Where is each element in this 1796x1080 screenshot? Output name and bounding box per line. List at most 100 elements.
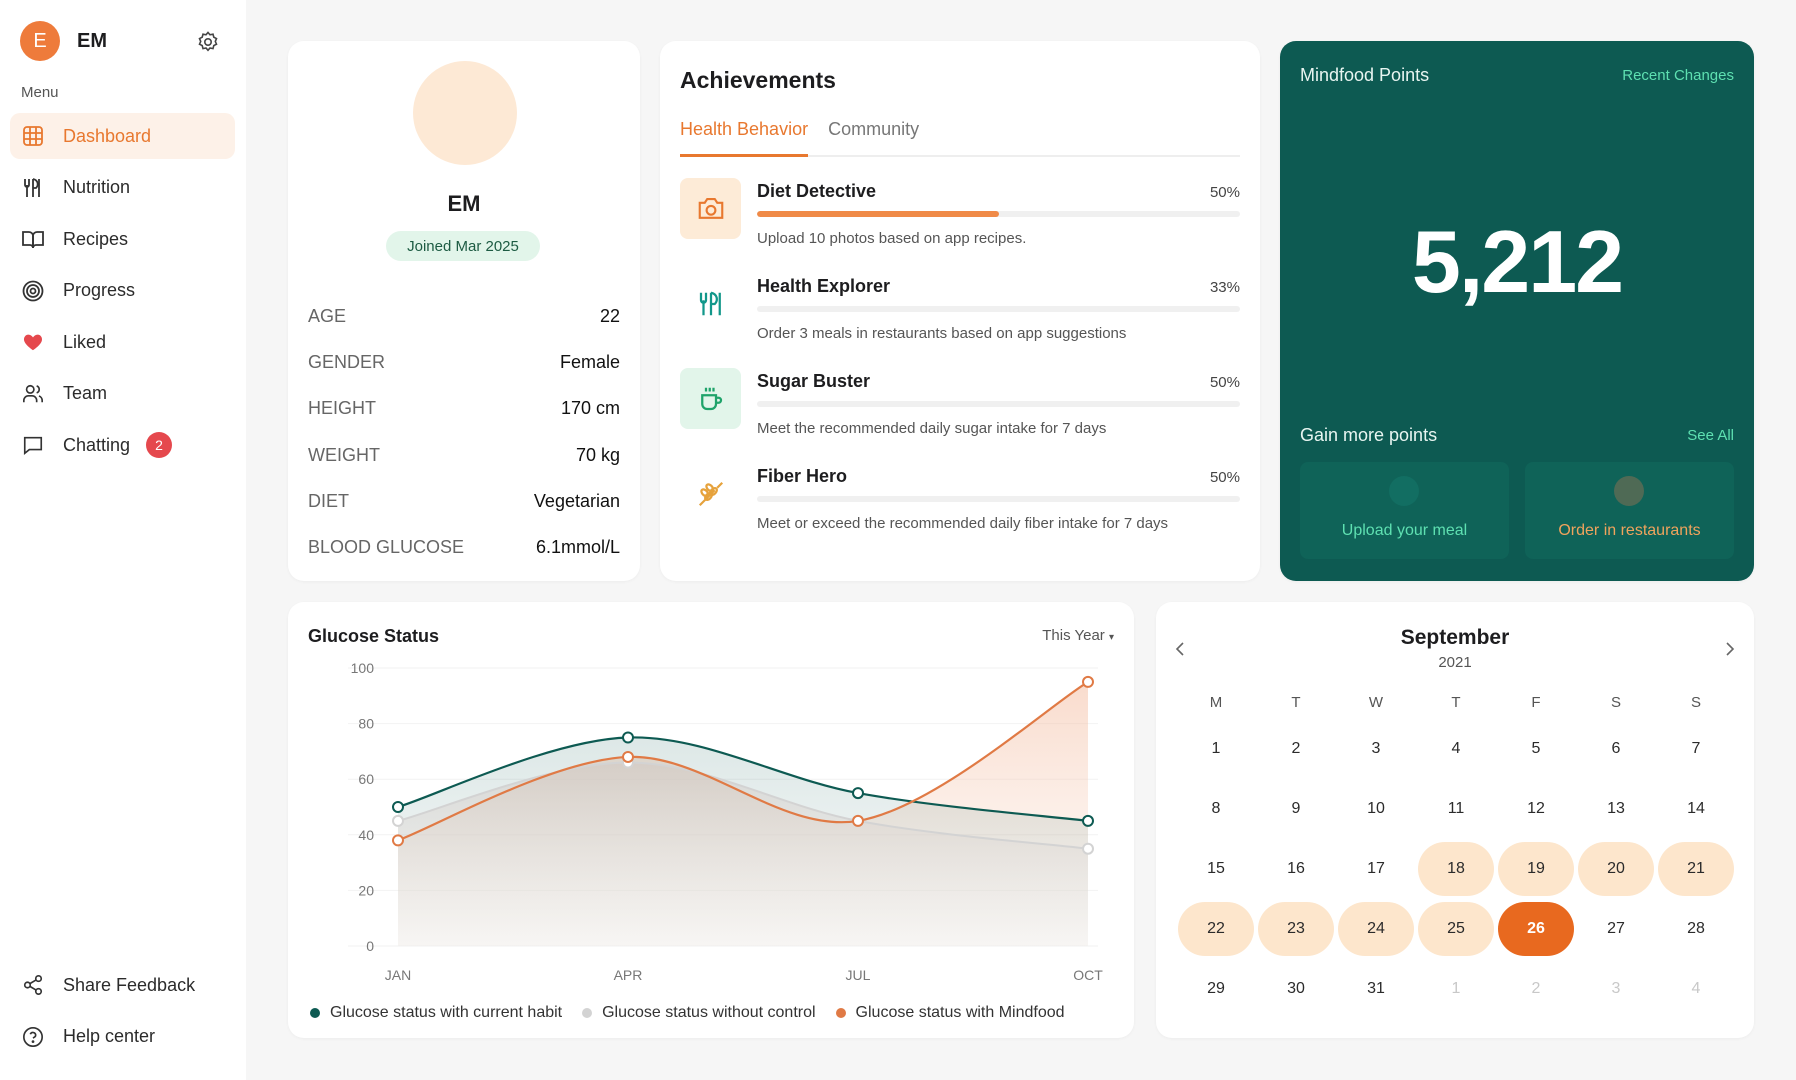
calendar-day[interactable]: 6 [1611,740,1621,757]
achievement-list: Diet Detective 50% Upload 10 photos base… [680,178,1240,558]
sidebar-item-nutrition[interactable]: Nutrition [10,165,235,211]
series-line [397,761,1089,850]
calendar-day[interactable]: 4 [1691,980,1701,997]
chevron-left-icon[interactable] [1172,640,1190,658]
calendar-day[interactable]: 16 [1287,860,1305,877]
calendar-day[interactable]: 13 [1607,800,1625,817]
calendar-day[interactable]: 3 [1611,980,1621,997]
gear-icon[interactable] [196,30,220,54]
calendar-day[interactable]: 24 [1338,902,1414,956]
data-point [622,731,634,744]
calendar-day[interactable]: 2 [1531,980,1541,997]
calendar-day[interactable]: 23 [1258,902,1334,956]
help-center-link[interactable]: Help center [10,1014,235,1060]
share-feedback-label: Share Feedback [63,974,196,995]
calendar-day[interactable]: 20 [1578,842,1654,896]
period-dropdown[interactable]: This Year ▾ [1042,627,1114,644]
calendar-day[interactable]: 1 [1451,980,1461,997]
calendar-day[interactable]: 10 [1367,800,1385,817]
achievement-percent: 50% [1209,374,1240,391]
calendar-day[interactable]: 3 [1371,740,1381,757]
calendar-day[interactable]: 17 [1367,860,1385,877]
legend-item: Glucose status without control [582,1004,816,1022]
data-point [1082,675,1094,688]
unread-badge: 2 [146,432,173,458]
user-name: EM [77,29,107,52]
upload-meal-button[interactable]: Upload your meal [1300,462,1509,559]
avatar[interactable]: E [20,21,60,61]
calendar-day[interactable]: 18 [1418,842,1494,896]
calendar-day[interactable]: 19 [1498,842,1574,896]
calendar-day[interactable]: 15 [1207,860,1225,877]
help-icon [21,1025,45,1049]
data-point [852,814,864,827]
sidebar-item-progress[interactable]: Progress [10,268,235,314]
calendar-day[interactable]: 30 [1287,980,1305,997]
calendar-day[interactable]: 2 [1291,740,1301,757]
glucose-chart: 0 20 40 60 80 100 JAN APR JUL OCT [348,660,1103,983]
weekday-header: S [1690,693,1701,711]
stat-value: Female [559,351,620,372]
sidebar-item-dashboard[interactable]: Dashboard [10,113,235,159]
calendar-day[interactable]: 1 [1211,740,1221,757]
calendar-day[interactable]: 8 [1211,800,1221,817]
stat-value: 70 kg [575,444,620,465]
calendar-day[interactable]: 7 [1691,740,1701,757]
tab-community[interactable]: Community [828,119,920,139]
help-center-label: Help center [63,1026,156,1046]
achievements-tabs: Health Behavior Community [680,119,1240,157]
calendar-day[interactable]: 12 [1527,800,1545,817]
data-point [1082,842,1094,855]
stat-row-age: AGE 22 [308,293,620,339]
calendar-day[interactable]: 28 [1687,920,1705,937]
users-icon [21,382,45,406]
achievement-item[interactable]: Health Explorer 33% Order 3 meals in res… [680,273,1240,368]
legend-item: Glucose status with Mindfood [835,1004,1065,1022]
tab-health-behavior[interactable]: Health Behavior [680,119,809,157]
calendar-day[interactable]: 5 [1531,740,1541,757]
calendar-day[interactable]: 26 [1498,902,1574,956]
achievement-progress-bar [757,306,1240,312]
sidebar-item-chatting[interactable]: Chatting 2 [10,422,235,468]
restaurant-icon [1614,476,1644,506]
share-icon [21,973,45,997]
calendar-day[interactable]: 14 [1687,800,1705,817]
achievement-item[interactable]: Sugar Buster 50% Meet the recommended da… [680,368,1240,463]
weekday-header: M [1209,693,1223,711]
calendar-day[interactable]: 21 [1658,842,1734,896]
stat-value: Vegetarian [533,490,620,511]
order-restaurants-button[interactable]: Order in restaurants [1525,462,1734,559]
chevron-right-icon[interactable] [1720,640,1738,658]
calendar-day[interactable]: 9 [1291,800,1301,817]
upload-icon [1389,476,1419,506]
calendar-day[interactable]: 29 [1207,980,1225,997]
calendar-year: 2021 [1438,654,1472,671]
achievements-title: Achievements [680,67,836,93]
sidebar-item-recipes[interactable]: Recipes [10,216,235,262]
calendar-day[interactable]: 11 [1447,800,1465,817]
book-icon [21,227,45,251]
period-label: This Year [1042,627,1105,644]
recent-changes-link[interactable]: Recent Changes [1622,67,1734,84]
calendar-day[interactable]: 22 [1178,902,1254,956]
sidebar-item-liked[interactable]: Liked [10,319,235,365]
weekday-header: S [1610,693,1621,711]
legend-label: Glucose status with current habit [330,1004,563,1021]
target-icon [21,279,45,303]
sidebar-item-label: Team [63,383,108,403]
sidebar-item-team[interactable]: Team [10,371,235,417]
achievement-name: Health Explorer [757,276,891,296]
legend-dot [835,1008,846,1018]
sidebar-item-label: Liked [63,331,107,352]
see-all-link[interactable]: See All [1687,427,1734,444]
weekday-header: T [1451,693,1461,711]
data-point [622,750,634,763]
calendar-day[interactable]: 31 [1367,980,1385,997]
achievement-item[interactable]: Fiber Hero 50% Meet or exceed the recomm… [680,463,1240,558]
achievement-item[interactable]: Diet Detective 50% Upload 10 photos base… [680,178,1240,273]
y-tick-label: 40 [358,827,374,843]
calendar-day[interactable]: 25 [1418,902,1494,956]
share-feedback-link[interactable]: Share Feedback [10,962,235,1008]
calendar-day[interactable]: 4 [1451,740,1461,757]
calendar-day[interactable]: 27 [1607,920,1625,937]
